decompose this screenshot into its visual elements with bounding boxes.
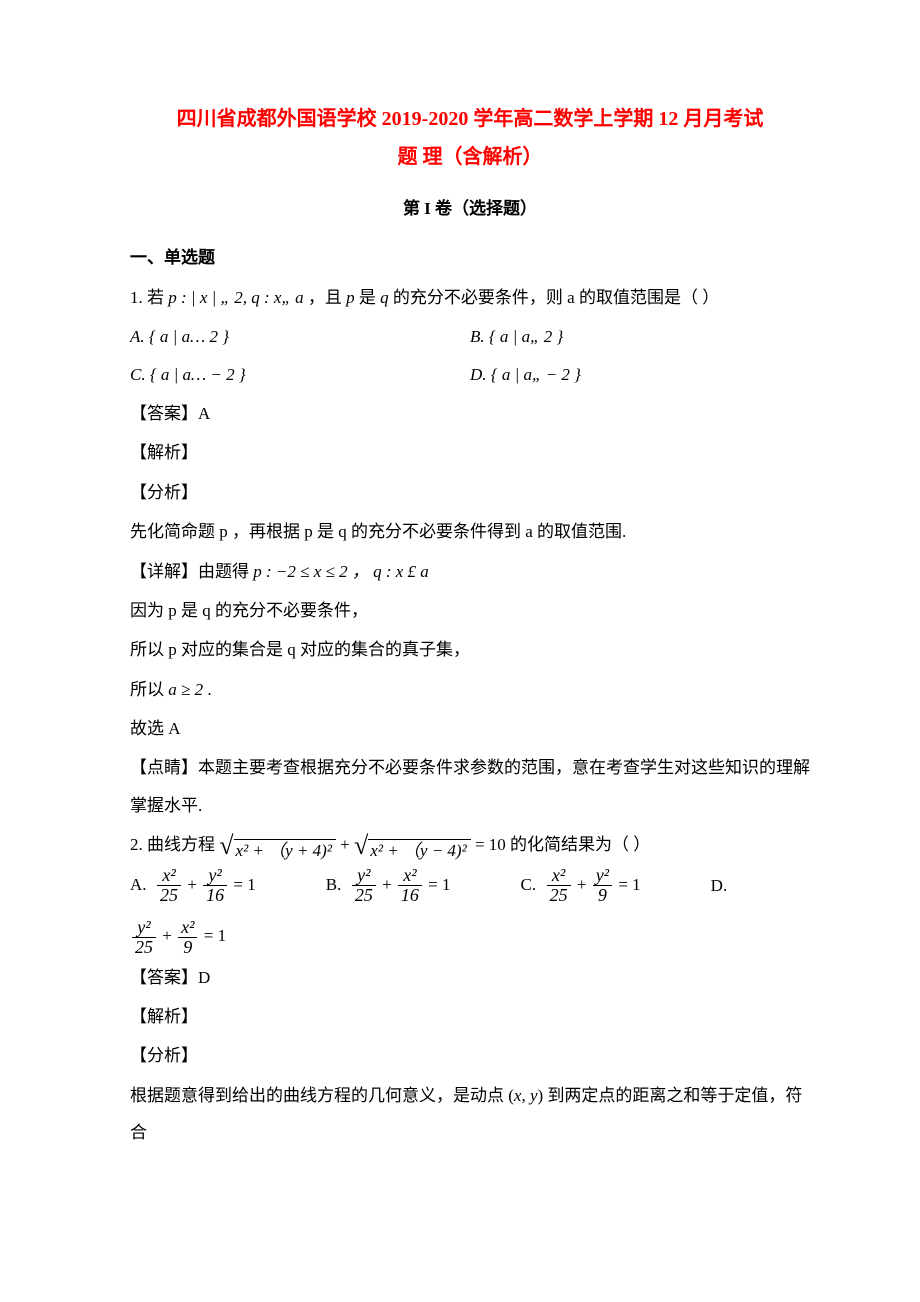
frac-b2: x² 16 (396, 866, 424, 905)
q2-opt-c: C. x² 25 + y² 9 = 1 (521, 866, 641, 905)
frac-c1: x² 25 (545, 866, 573, 905)
eq1: = 1 (233, 875, 255, 894)
plus-sign: + (382, 875, 392, 894)
doc-title: 四川省成都外国语学校 2019-2020 学年高二数学上学期 12 月月考试 题… (130, 100, 810, 176)
q1-stem-mid: ，且 (308, 288, 346, 307)
q1-dianjing: 【点睛】本题主要考查根据充分不必要条件求参数的范围，意在考查学生对这些知识的理解… (130, 749, 810, 824)
q1-options-row1: A. { a | a… 2 } B. { a | a„ 2 } (130, 318, 810, 355)
radicand-1: x² + （y + 4)² (234, 839, 336, 859)
frac-den: 9 (593, 886, 612, 905)
sqrt-1: √ x² + （y + 4)² (219, 833, 336, 859)
frac-a1: x² 25 (155, 866, 183, 905)
q1-fenxi: 【分析】 (130, 474, 810, 511)
radicand-2: x² + （y − 4)² (368, 839, 470, 859)
opt-d-label: D. (711, 876, 728, 895)
q2-jiexi: 【解析】 (130, 998, 810, 1035)
q2-options-row: A. x² 25 + y² 16 = 1 B. y² 25 + x² 16 (130, 866, 810, 905)
frac-c2: y² 9 (591, 866, 614, 905)
q2-stem-prefix: 2. 曲线方程 (130, 835, 219, 854)
q1-options-row2: C. { a | a… − 2 } D. { a | a„ − 2 } (130, 356, 810, 393)
q1-because: 因为 p 是 q 的充分不必要条件， (130, 592, 810, 629)
q1-jiexi: 【解析】 (130, 434, 810, 471)
frac-den: 25 (157, 886, 181, 905)
q2-opt-b: B. y² 25 + x² 16 = 1 (326, 866, 451, 905)
q2-fenxi: 【分析】 (130, 1037, 810, 1074)
q1-so2-math: a ≥ 2 (168, 680, 203, 699)
opt-c-label: C. (521, 875, 537, 894)
frac-b1: y² 25 (350, 866, 378, 905)
frac-num: x² (157, 866, 181, 886)
q1-detail-math: p : −2 ≤ x ≤ 2 ， q : x £ a (253, 562, 429, 581)
eq1: = 1 (618, 875, 640, 894)
q1-detail: 【详解】由题得 p : −2 ≤ x ≤ 2 ， q : x £ a (130, 553, 810, 590)
q1-opt-a: A. { a | a… 2 } (130, 318, 470, 355)
frac-num: y² (132, 918, 156, 938)
q1-opt-c: C. { a | a… − 2 } (130, 356, 470, 393)
q1-q: q (380, 288, 389, 307)
tuple-xy: (x, y) (508, 1086, 543, 1105)
opt-a-label: A. (130, 875, 147, 894)
title-line-2: 题 理（含解析） (130, 138, 810, 176)
q1-stem: 1. 若 p : | x | „ 2, q : x„ a ，且 p 是 q 的充… (130, 279, 810, 316)
frac-num: x² (547, 866, 571, 886)
q1-pick: 故选 A (130, 710, 810, 747)
frac-num: y² (593, 866, 612, 886)
radical-icon: √ (354, 833, 368, 859)
plus-sign: + (577, 875, 587, 894)
q2-plus: + (340, 835, 354, 854)
q2-stem: 2. 曲线方程 √ x² + （y + 4)² + √ x² + （y − 4)… (130, 826, 810, 863)
q1-is: 是 (359, 288, 380, 307)
sqrt-2: √ x² + （y − 4)² (354, 833, 471, 859)
radical-icon: √ (219, 833, 233, 859)
q1-answer: 【答案】A (130, 395, 810, 432)
frac-a2: y² 16 (201, 866, 229, 905)
frac-num: y² (352, 866, 376, 886)
q2-eq: = 10 (475, 835, 506, 854)
q2-opt-d-label: D. (711, 867, 728, 904)
q1-analysis: 先化简命题 p ，再根据 p 是 q 的充分不必要条件得到 a 的取值范围. (130, 513, 810, 550)
title-line-1: 四川省成都外国语学校 2019-2020 学年高二数学上学期 12 月月考试 (130, 100, 810, 138)
frac-den: 25 (352, 886, 376, 905)
frac-den: 16 (203, 886, 227, 905)
q1-stem-suffix: 的充分不必要条件，则 a 的取值范围是（ ） (393, 288, 719, 307)
q1-opt-d: D. { a | a„ − 2 } (470, 356, 810, 393)
frac-den: 25 (132, 938, 156, 957)
part-label: 第 I 卷（选择题） (130, 190, 810, 227)
q2-analysis-prefix: 根据题意得到给出的曲线方程的几何意义，是动点 (130, 1086, 508, 1105)
q1-stem-prefix: 1. 若 (130, 288, 168, 307)
q1-so1: 所以 p 对应的集合是 q 对应的集合的真子集， (130, 631, 810, 668)
frac-num: y² (203, 866, 227, 886)
plus-sign: + (162, 926, 172, 945)
frac-num: x² (178, 918, 197, 938)
plus-sign: + (187, 875, 197, 894)
q1-stem-math: p : | x | „ 2, q : x„ a (168, 288, 303, 307)
q2-opt-a: A. x² 25 + y² 16 = 1 (130, 866, 256, 905)
page: 四川省成都外国语学校 2019-2020 学年高二数学上学期 12 月月考试 题… (0, 0, 920, 1214)
q1-so2-prefix: 所以 (130, 680, 168, 699)
eq1: = 1 (204, 926, 226, 945)
q1-detail-prefix: 【详解】由题得 (130, 562, 253, 581)
frac-den: 16 (398, 886, 422, 905)
q2-stem-suffix: 的化简结果为（ ） (510, 835, 650, 854)
frac-d1: y² 25 (130, 918, 158, 957)
eq1: = 1 (428, 875, 450, 894)
frac-den: 25 (547, 886, 571, 905)
section-heading: 一、单选题 (130, 239, 810, 276)
opt-b-label: B. (326, 875, 342, 894)
frac-d2: x² 9 (176, 918, 199, 957)
q1-opt-b: B. { a | a„ 2 } (470, 318, 810, 355)
frac-den: 9 (178, 938, 197, 957)
q2-answer: 【答案】D (130, 959, 810, 996)
q2-analysis: 根据题意得到给出的曲线方程的几何意义，是动点 (x, y) 到两定点的距离之和等… (130, 1077, 810, 1152)
q1-so2-suffix: . (207, 680, 211, 699)
frac-num: x² (398, 866, 422, 886)
q2-opt-d: y² 25 + x² 9 = 1 (130, 917, 810, 956)
q1-p: p (346, 288, 355, 307)
q1-so2: 所以 a ≥ 2 . (130, 671, 810, 708)
